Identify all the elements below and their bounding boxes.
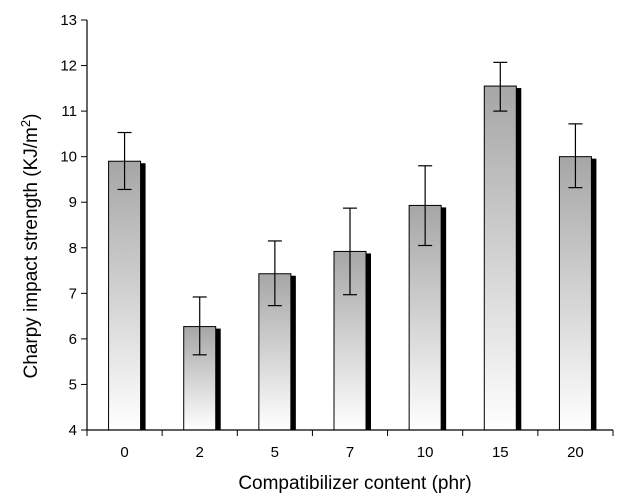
x-axis-title: Compatibilizer content (phr) bbox=[238, 473, 471, 494]
bar-shadow bbox=[215, 328, 221, 430]
y-tick-label: 11 bbox=[61, 103, 77, 120]
y-tick-label: 12 bbox=[60, 58, 77, 75]
y-tick-label: 7 bbox=[69, 285, 77, 302]
bar-shadow bbox=[140, 163, 146, 430]
y-tick-label: 9 bbox=[69, 194, 77, 211]
y-tick-label: 8 bbox=[69, 240, 77, 257]
x-tick-label: 5 bbox=[271, 444, 279, 461]
plot-area: 0 2 5 7 10 15 20 4 5 6 7 8 9 10 11 12 13 bbox=[60, 12, 614, 461]
bar-shadow bbox=[516, 88, 522, 431]
bar-shadow bbox=[591, 158, 597, 430]
x-tick-label: 2 bbox=[196, 444, 204, 461]
y-axis-title-superscript: 2 bbox=[18, 120, 33, 127]
x-tick-label: 0 bbox=[120, 444, 128, 461]
bar-shadow bbox=[290, 275, 296, 430]
x-tick-label: 15 bbox=[492, 444, 509, 461]
bar bbox=[108, 160, 142, 431]
bar bbox=[483, 85, 517, 431]
y-axis-title: Charpy impact strength (KJ/m2) bbox=[18, 114, 42, 379]
y-tick-label: 6 bbox=[69, 331, 77, 348]
x-tick-label: 20 bbox=[567, 444, 584, 461]
y-tick-label: 13 bbox=[60, 12, 77, 29]
bar-shadow bbox=[366, 253, 371, 430]
y-axis-title-close: ) bbox=[21, 114, 42, 120]
y-tick-label: 10 bbox=[60, 149, 77, 166]
y-axis-title-main: Charpy impact strength (KJ/m bbox=[21, 127, 42, 378]
bar bbox=[558, 156, 592, 431]
x-tick-label: 10 bbox=[417, 444, 434, 461]
y-tick-label: 5 bbox=[69, 376, 77, 393]
x-tick-label: 7 bbox=[346, 444, 354, 461]
y-tick-label: 4 bbox=[69, 422, 77, 439]
bar-shadow bbox=[441, 207, 447, 430]
